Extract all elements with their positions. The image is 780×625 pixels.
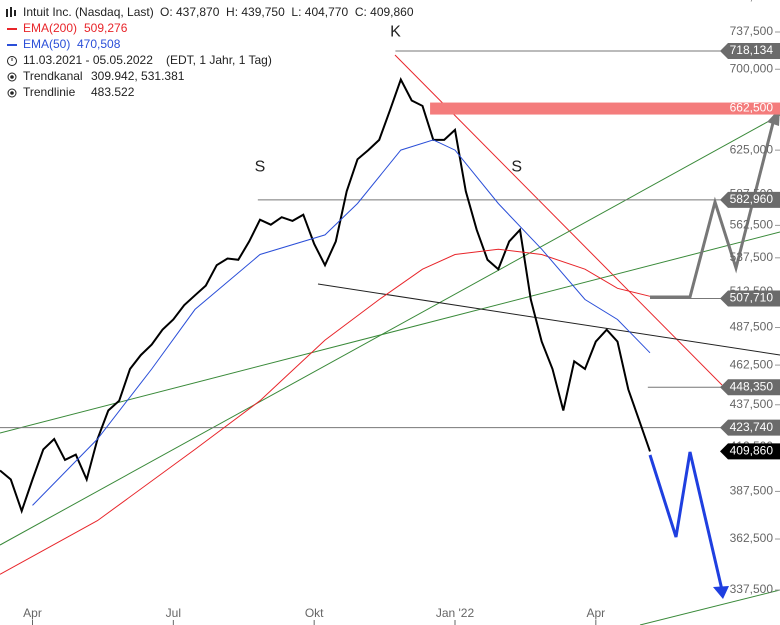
legend-value: 509,276 [84,21,128,35]
info-name: Trendkanal [23,69,83,83]
info-icon [10,91,14,95]
legend: Intuit Inc. (Nasdaq, Last) O: 437,870 H:… [6,5,414,99]
period: 11.03.2021 - 05.05.2022 [23,53,153,67]
projection-down [648,451,724,591]
level-label: 718,134 [730,43,774,57]
ema-line [0,248,651,575]
info-icon [7,88,17,98]
info-icon [10,75,14,79]
level-tag [720,290,780,307]
clock-icon [7,56,17,66]
level-tag [720,443,780,460]
period-note: (EDT, 1 Jahr, 1 Tag) [166,53,272,67]
legend-title: Intuit Inc. (Nasdaq, Last) [23,5,154,19]
x-tick-label: Okt [305,606,324,620]
ema-line [32,139,651,506]
level-tag [720,191,780,208]
pattern-label: K [390,24,401,41]
y-tick-label: 362,500 [730,531,774,545]
y-tick-label: 775,000 [730,0,774,3]
y-tick-label: 337,500 [730,582,774,596]
y-tick-label: 537,500 [730,250,774,264]
legend-swatch [7,44,17,46]
ohlc: O: 437,870 H: 439,750 L: 404,770 C: 409,… [160,5,414,19]
legend-entry: EMA(200) [23,21,77,35]
arrow-head [713,586,729,599]
pattern-label: S [255,159,266,176]
level-label: 507,710 [730,291,774,305]
y-tick-label: 700,000 [730,61,774,75]
level-label: 582,960 [730,192,774,206]
y-tick-label: 437,500 [730,397,774,411]
level-label: 423,740 [730,420,774,434]
info-icon [7,72,17,82]
info-name: Trendlinie [23,85,76,99]
y-tick-label: 625,000 [730,142,774,156]
y-tick-label: 487,500 [730,320,774,334]
level-label: 448,350 [730,379,774,393]
price-line [0,76,651,515]
level-tag [720,379,780,396]
y-tick-label: 462,500 [730,357,774,371]
info-text: 483.522 [91,85,135,99]
trend-channel [0,231,780,434]
info-text: 309.942, 531.381 [91,69,185,83]
x-tick-label: Jan '22 [436,606,475,620]
trend-channel [639,589,780,625]
trendline [317,283,780,356]
projection-up [650,114,777,299]
level-tag [720,42,780,59]
x-tick-label: Apr [586,606,605,620]
resistance-zone [430,102,780,115]
pattern-label: S [511,159,522,176]
legend-swatch [7,28,17,30]
legend-value: 470,508 [77,37,121,51]
level-label: 409,860 [730,444,774,458]
zone-label: 662,500 [730,101,774,115]
y-tick-label: 737,500 [730,24,774,38]
x-tick-label: Jul [166,606,181,620]
trend-lines [0,54,780,625]
legend-icon [6,7,16,17]
trend-channel [0,114,780,546]
x-tick-label: Apr [23,606,42,620]
y-tick-label: 387,500 [730,484,774,498]
y-tick-label: 562,500 [730,218,774,232]
legend-entry: EMA(50) [23,37,70,51]
level-tag [720,419,780,436]
